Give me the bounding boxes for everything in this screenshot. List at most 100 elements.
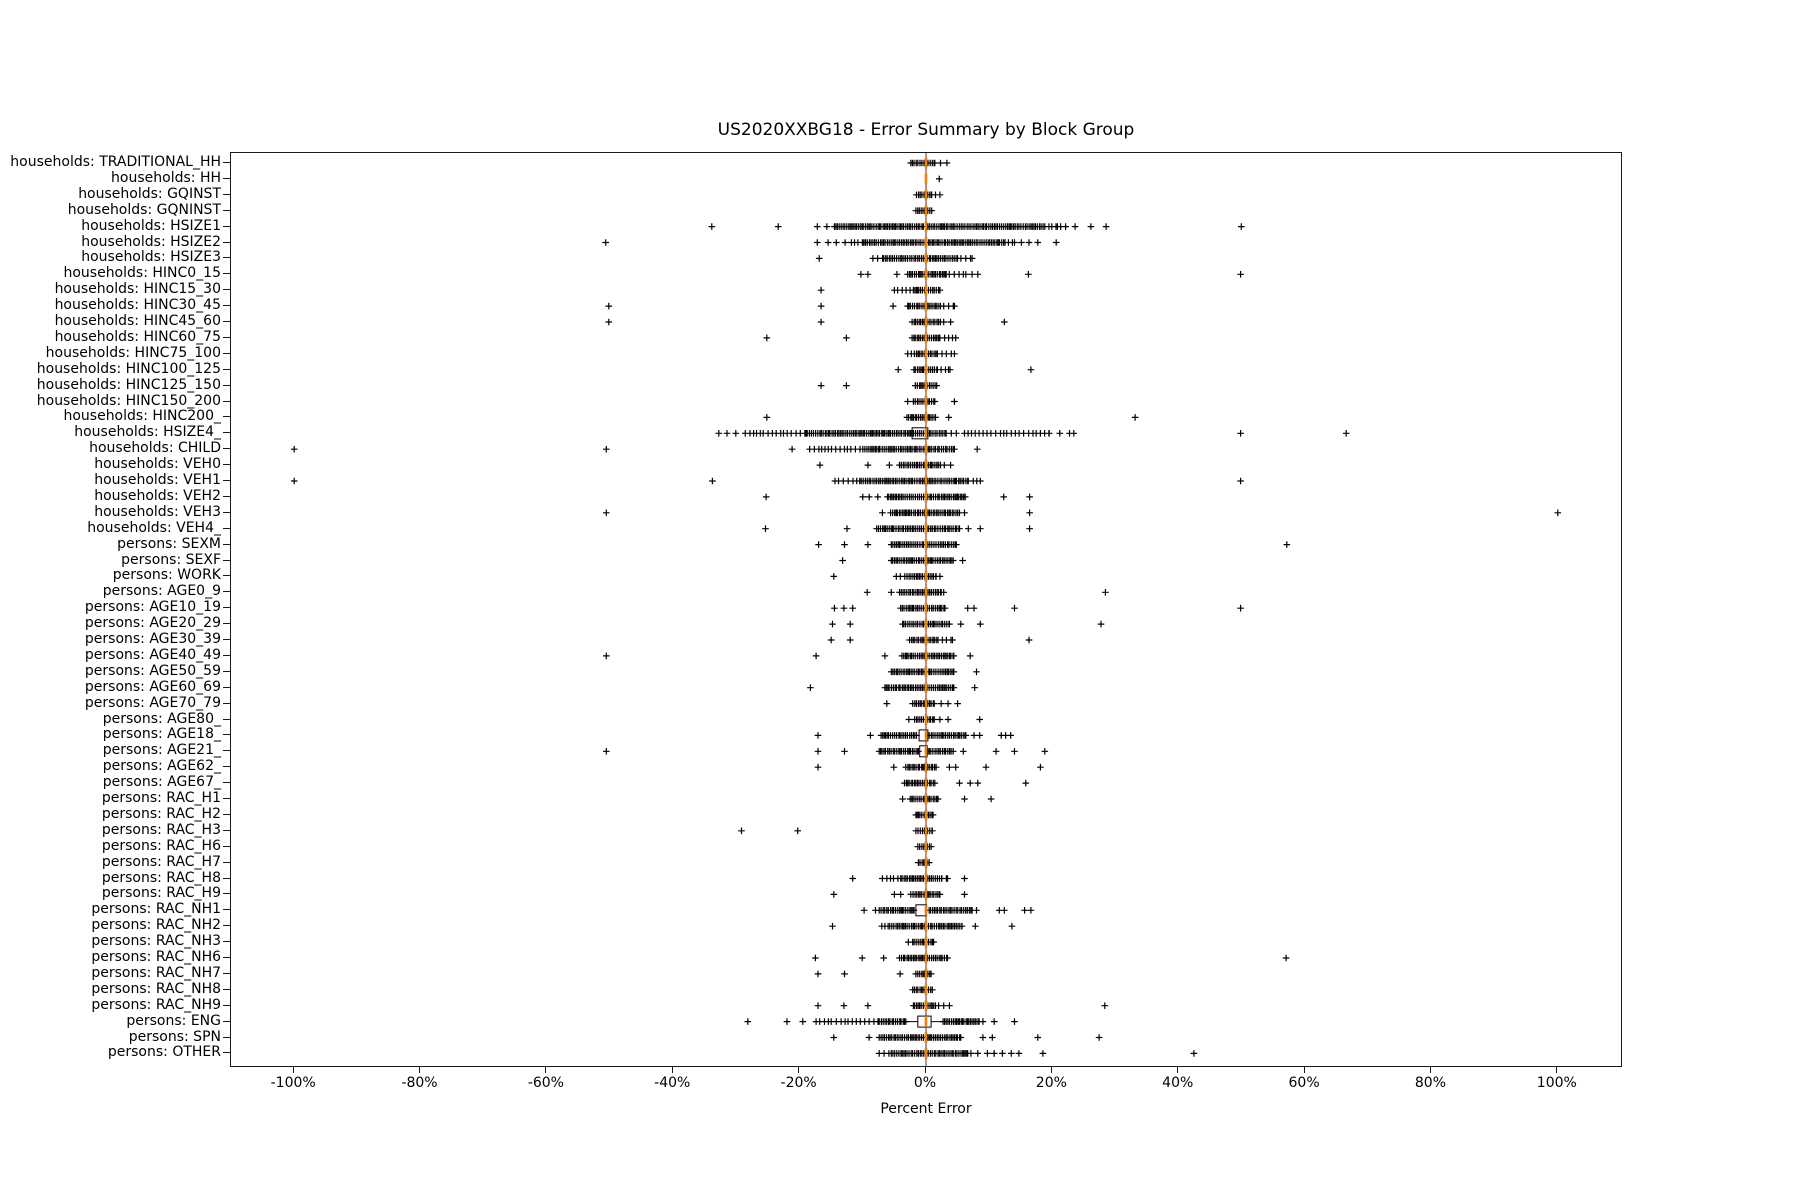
median-line: [924, 555, 928, 566]
flier-markers: [913, 191, 944, 199]
y-tick-label: persons: RAC_H2: [101, 805, 221, 822]
y-tick: [223, 495, 230, 497]
x-tick-label: 80%: [1414, 1075, 1447, 1091]
y-tick: [223, 177, 230, 179]
y-tick: [223, 813, 230, 815]
median-line: [924, 459, 928, 471]
x-tick: [545, 1067, 547, 1073]
boxplot-canvas: [290, 153, 1562, 1066]
y-tick-label: households: CHILD: [89, 440, 221, 457]
flier-markers: [875, 1050, 1198, 1057]
median-line: [924, 634, 928, 646]
y-tick: [223, 289, 230, 291]
median-line: [924, 411, 928, 423]
flier-markers: [763, 414, 1139, 421]
y-tick-label: households: VEH1: [94, 472, 221, 488]
flier-markers: [290, 445, 981, 453]
y-tick-label: households: GQINST: [78, 185, 221, 202]
y-tick-label: households: VEH3: [94, 503, 221, 520]
flier-markers: [603, 748, 1049, 755]
median-line: [924, 284, 928, 296]
flier-markers: [814, 1002, 1109, 1009]
flier-markers: [888, 668, 980, 676]
y-tick-label: persons: AGE67_: [102, 774, 221, 791]
flier-markers: [762, 493, 1033, 501]
y-tick: [223, 209, 230, 211]
flier-markers: [830, 891, 968, 898]
median-line: [924, 316, 928, 328]
y-tick: [223, 273, 230, 275]
median-line: [924, 221, 928, 233]
x-tick: [292, 1067, 294, 1073]
y-tick: [223, 368, 230, 370]
median-line: [924, 396, 928, 407]
median-line: [924, 968, 928, 980]
y-tick-label: persons: RAC_H8: [101, 869, 221, 886]
median-line: [924, 793, 928, 805]
median-line: [924, 332, 928, 344]
y-tick-label: persons: SEXF: [121, 551, 221, 568]
flier-markers: [914, 843, 935, 850]
y-tick-label: persons: AGE62_: [102, 758, 221, 775]
median-line: [924, 491, 928, 503]
y-tick: [223, 925, 230, 927]
y-tick: [223, 639, 230, 640]
x-tick: [798, 1067, 800, 1073]
y-tick: [223, 607, 230, 609]
flier-markers: [899, 795, 995, 803]
y-tick-label: persons: AGE20_29: [84, 615, 221, 632]
median-line: [924, 205, 928, 217]
median-line: [924, 300, 928, 312]
y-tick: [223, 623, 230, 625]
y-tick-label: persons: AGE10_19: [84, 599, 221, 616]
x-tick-label: -40%: [654, 1075, 691, 1091]
box: [917, 1015, 932, 1028]
median-line: [924, 650, 928, 662]
median-line: [924, 936, 928, 948]
y-tick: [223, 909, 230, 911]
x-tick-label: 0%: [913, 1075, 937, 1091]
median-line: [924, 952, 928, 964]
y-tick: [223, 750, 230, 752]
y-tick-label: persons: AGE60_69: [84, 678, 221, 695]
y-tick: [223, 352, 230, 354]
median-line: [924, 745, 928, 757]
flier-markers: [605, 318, 1008, 326]
x-tick-label: 60%: [1288, 1075, 1320, 1091]
median-line: [924, 586, 928, 598]
x-tick: [1050, 1067, 1052, 1073]
median-line: [924, 1000, 928, 1012]
flier-markers: [839, 557, 966, 564]
y-tick-label: persons: RAC_NH8: [91, 980, 221, 997]
median-line: [924, 777, 928, 789]
median-line: [924, 507, 928, 519]
median-line: [924, 873, 928, 884]
y-tick: [223, 861, 230, 863]
x-tick-label: 100%: [1536, 1075, 1577, 1091]
x-tick-label: -20%: [780, 1075, 817, 1091]
y-tick-label: households: HSIZE3: [81, 249, 221, 266]
median-line: [924, 570, 928, 582]
flier-markers: [814, 732, 1014, 739]
y-tick-label: households: GQNINST: [67, 201, 221, 218]
y-tick: [223, 957, 230, 958]
x-tick: [1303, 1067, 1305, 1073]
flier-markers: [936, 175, 943, 183]
y-tick: [223, 193, 230, 195]
y-tick: [223, 877, 230, 879]
median-line: [924, 237, 928, 248]
flier-markers: [829, 620, 1105, 628]
y-tick-label: households: VEH2: [94, 487, 221, 504]
flier-markers: [831, 604, 1244, 612]
y-tick: [223, 591, 230, 593]
flier-markers: [849, 875, 968, 882]
y-tick-label: persons: AGE30_39: [84, 631, 221, 647]
y-tick-label: households: VEH0: [94, 456, 221, 473]
median-line: [924, 729, 928, 741]
flier-markers: [602, 239, 1060, 246]
flier-markers: [857, 271, 1244, 278]
y-tick: [223, 829, 230, 831]
median-line: [924, 1032, 928, 1043]
y-tick-label: persons: AGE21_: [102, 742, 221, 759]
y-tick-label: persons: RAC_H6: [101, 837, 221, 854]
